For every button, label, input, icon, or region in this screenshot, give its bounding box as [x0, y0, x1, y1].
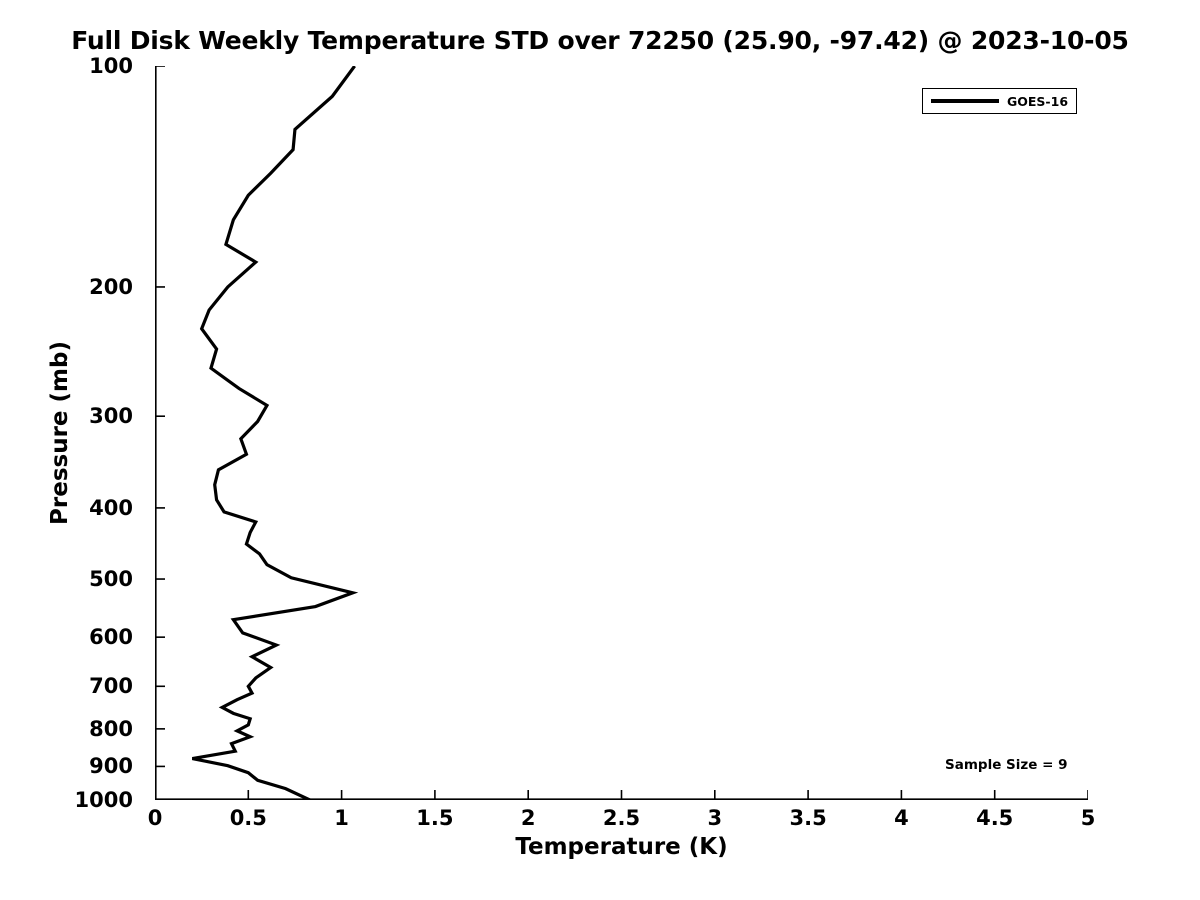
- x-axis-label: Temperature (K): [515, 834, 728, 860]
- plot-area: [155, 66, 1088, 800]
- y-tick-label-300: 300: [89, 404, 133, 429]
- data-series-group: [192, 66, 359, 800]
- page-title: Full Disk Weekly Temperature STD over 72…: [71, 26, 1129, 55]
- y-tick-label-600: 600: [89, 625, 133, 650]
- y-axis-tick-labels: 100 200 300 400 500 600 700 800 900 1000: [0, 54, 145, 812]
- x-tick-label-1.5: 1.5: [416, 806, 454, 830]
- x-tick-label-0: 0: [147, 806, 163, 830]
- x-axis-tick-labels: 0 0.5 1 1.5 2 2.5 3 3.5 4 4.5 5: [148, 806, 1096, 834]
- axis-tick-marks: [155, 66, 1088, 800]
- legend-line-swatch: [931, 99, 999, 103]
- y-tick-label-700: 700: [89, 674, 133, 699]
- y-tick-label-800: 800: [89, 716, 133, 741]
- x-tick-label-4: 4: [894, 806, 909, 830]
- series-line-0: [192, 66, 359, 800]
- legend-box[interactable]: GOES-16: [922, 88, 1077, 114]
- x-tick-label-2: 2: [520, 806, 536, 830]
- y-tick-label-400: 400: [89, 495, 133, 520]
- legend-label: GOES-16: [1007, 93, 1069, 109]
- y-tick-label-900: 900: [89, 754, 133, 779]
- y-tick-label-200: 200: [89, 274, 133, 299]
- sample-size-annotation: Sample Size = 9: [945, 757, 1068, 773]
- x-tick-label-3.5: 3.5: [789, 806, 827, 830]
- plot-svg: [155, 66, 1088, 800]
- x-tick-label-4.5: 4.5: [976, 806, 1014, 830]
- y-tick-label-500: 500: [89, 567, 133, 592]
- y-tick-label-1000: 1000: [74, 788, 133, 812]
- x-tick-label-2.5: 2.5: [602, 806, 641, 830]
- x-tick-label-5: 5: [1080, 806, 1096, 830]
- x-tick-label-3: 3: [707, 806, 723, 830]
- axis-spines: [155, 66, 1088, 800]
- x-tick-label-1: 1: [334, 806, 349, 830]
- x-tick-label-0.5: 0.5: [229, 806, 267, 830]
- y-tick-label-100: 100: [89, 54, 133, 78]
